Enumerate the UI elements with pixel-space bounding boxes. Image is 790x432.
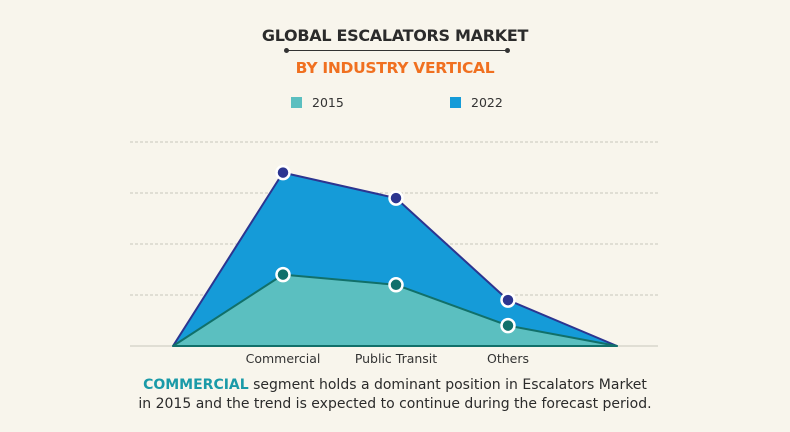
x-tick-label: Others <box>487 351 529 366</box>
point-2015-commercial <box>275 266 291 283</box>
point-2015-public-transit <box>388 277 404 293</box>
point-2015-others <box>500 317 516 334</box>
legend-item-2015: 2015 <box>291 95 344 110</box>
point-2022-public-transit <box>388 190 404 206</box>
legend-swatch-2015 <box>291 97 302 108</box>
chart-title: GLOBAL ESCALATORS MARKET <box>261 26 529 45</box>
footer-caption: COMMERCIAL segment holds a dominant posi… <box>0 376 790 414</box>
footer-text: segment holds a dominant position in Esc… <box>248 377 647 393</box>
legend-swatch-2022 <box>450 97 461 108</box>
x-tick-label: Public Transit <box>355 351 437 366</box>
legend-label-2015: 2015 <box>312 95 344 110</box>
chart-subtitle: BY INDUSTRY VERTICAL <box>295 59 495 77</box>
title-divider <box>284 48 510 53</box>
legend-item-2022: 2022 <box>450 95 503 110</box>
x-tick-label: Commercial <box>246 351 321 366</box>
point-2022-commercial <box>275 164 291 181</box>
footer-highlight: COMMERCIAL <box>143 377 249 393</box>
footer-line2: in 2015 and the trend is expected to con… <box>138 396 652 412</box>
point-2022-others <box>500 292 516 308</box>
legend-label-2022: 2022 <box>471 95 503 110</box>
